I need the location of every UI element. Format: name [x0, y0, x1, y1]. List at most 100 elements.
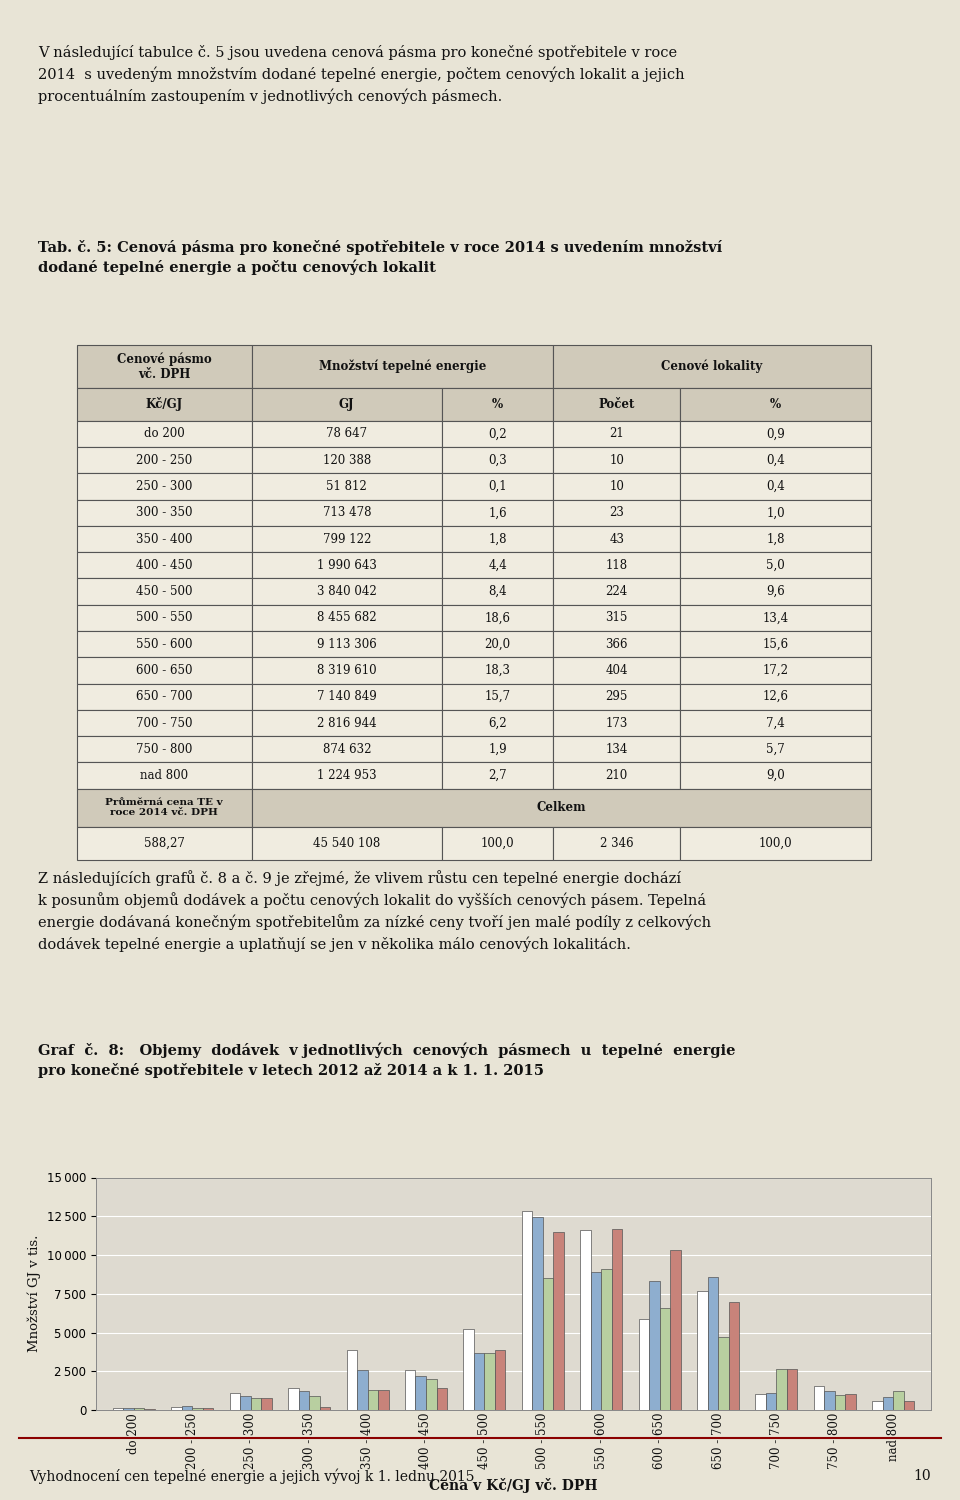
Text: 9,6: 9,6: [766, 585, 785, 598]
Text: 400 - 450: 400 - 450: [136, 560, 192, 572]
Bar: [252, 422, 443, 447]
Bar: [378, 1390, 389, 1410]
Bar: [416, 1376, 426, 1410]
Bar: [681, 422, 871, 447]
Text: 210: 210: [606, 770, 628, 782]
Text: V následující tabulce č. 5 jsou uvedena cenová pásma pro konečné spotřebitele v : V následující tabulce č. 5 jsou uvedena …: [38, 45, 685, 104]
Bar: [113, 1408, 124, 1410]
Text: 600 - 650: 600 - 650: [136, 664, 192, 676]
Bar: [542, 1278, 553, 1410]
Text: 8 455 682: 8 455 682: [317, 612, 376, 624]
Text: do 200: do 200: [144, 427, 184, 441]
Bar: [252, 736, 443, 762]
Bar: [553, 657, 681, 684]
Bar: [553, 604, 681, 631]
Bar: [681, 552, 871, 579]
Bar: [443, 827, 553, 860]
Bar: [443, 447, 553, 474]
Bar: [485, 1353, 495, 1410]
Text: 0,1: 0,1: [489, 480, 507, 494]
Text: 5,0: 5,0: [766, 560, 785, 572]
Text: GJ: GJ: [339, 398, 354, 411]
Bar: [590, 1272, 601, 1410]
Text: 366: 366: [606, 638, 628, 651]
Bar: [553, 345, 871, 388]
Text: 12,6: 12,6: [762, 690, 788, 703]
Bar: [553, 579, 681, 604]
Text: 1,8: 1,8: [766, 532, 785, 546]
Bar: [252, 789, 871, 826]
Bar: [229, 1394, 240, 1410]
Bar: [443, 684, 553, 709]
Bar: [443, 736, 553, 762]
Bar: [437, 1389, 447, 1410]
Bar: [252, 604, 443, 631]
Text: %: %: [770, 398, 781, 411]
Bar: [729, 1302, 739, 1410]
Bar: [443, 474, 553, 500]
Text: 295: 295: [606, 690, 628, 703]
Text: 9,0: 9,0: [766, 770, 785, 782]
Bar: [443, 604, 553, 631]
Text: 224: 224: [606, 585, 628, 598]
Text: 100,0: 100,0: [758, 837, 792, 849]
Bar: [553, 710, 681, 736]
Text: nad 800: nad 800: [140, 770, 188, 782]
Bar: [443, 422, 553, 447]
Bar: [495, 1350, 505, 1410]
Text: 315: 315: [606, 612, 628, 624]
Bar: [553, 827, 681, 860]
Bar: [553, 1232, 564, 1410]
Bar: [357, 1370, 368, 1410]
Bar: [532, 1216, 542, 1410]
Bar: [240, 1396, 251, 1410]
Text: 0,2: 0,2: [489, 427, 507, 441]
Bar: [670, 1251, 681, 1410]
Text: 713 478: 713 478: [323, 507, 372, 519]
Bar: [77, 447, 252, 474]
Text: 9 113 306: 9 113 306: [317, 638, 376, 651]
Text: 7 140 849: 7 140 849: [317, 690, 376, 703]
Bar: [192, 1407, 203, 1410]
Bar: [443, 632, 553, 657]
Text: 404: 404: [606, 664, 628, 676]
Text: 1,8: 1,8: [489, 532, 507, 546]
Bar: [320, 1407, 330, 1410]
Bar: [443, 500, 553, 526]
Text: 43: 43: [610, 532, 624, 546]
Text: 6,2: 6,2: [489, 717, 507, 729]
Text: 250 - 300: 250 - 300: [136, 480, 192, 494]
Text: 1 224 953: 1 224 953: [317, 770, 376, 782]
Bar: [288, 1389, 299, 1410]
Text: Počet: Počet: [599, 398, 635, 411]
Bar: [368, 1390, 378, 1410]
Bar: [681, 632, 871, 657]
Bar: [252, 827, 443, 860]
Bar: [251, 1398, 261, 1410]
Bar: [252, 500, 443, 526]
Bar: [443, 762, 553, 789]
Bar: [252, 684, 443, 709]
Text: 500 - 550: 500 - 550: [136, 612, 192, 624]
Bar: [553, 422, 681, 447]
Text: 15,6: 15,6: [762, 638, 789, 651]
Bar: [77, 345, 252, 388]
Text: Množství tepelné energie: Množství tepelné energie: [319, 360, 486, 374]
Bar: [77, 762, 252, 789]
Bar: [252, 388, 443, 422]
Bar: [718, 1336, 729, 1410]
Bar: [681, 762, 871, 789]
Text: 0,4: 0,4: [766, 480, 785, 494]
Bar: [681, 736, 871, 762]
Bar: [77, 632, 252, 657]
Bar: [77, 526, 252, 552]
Text: 8 319 610: 8 319 610: [317, 664, 376, 676]
Bar: [474, 1353, 485, 1410]
Bar: [846, 1394, 856, 1410]
Text: 588,27: 588,27: [144, 837, 184, 849]
Text: 450 - 500: 450 - 500: [136, 585, 192, 598]
Bar: [443, 579, 553, 604]
Text: 200 - 250: 200 - 250: [136, 453, 192, 466]
Bar: [299, 1392, 309, 1410]
Bar: [77, 579, 252, 604]
